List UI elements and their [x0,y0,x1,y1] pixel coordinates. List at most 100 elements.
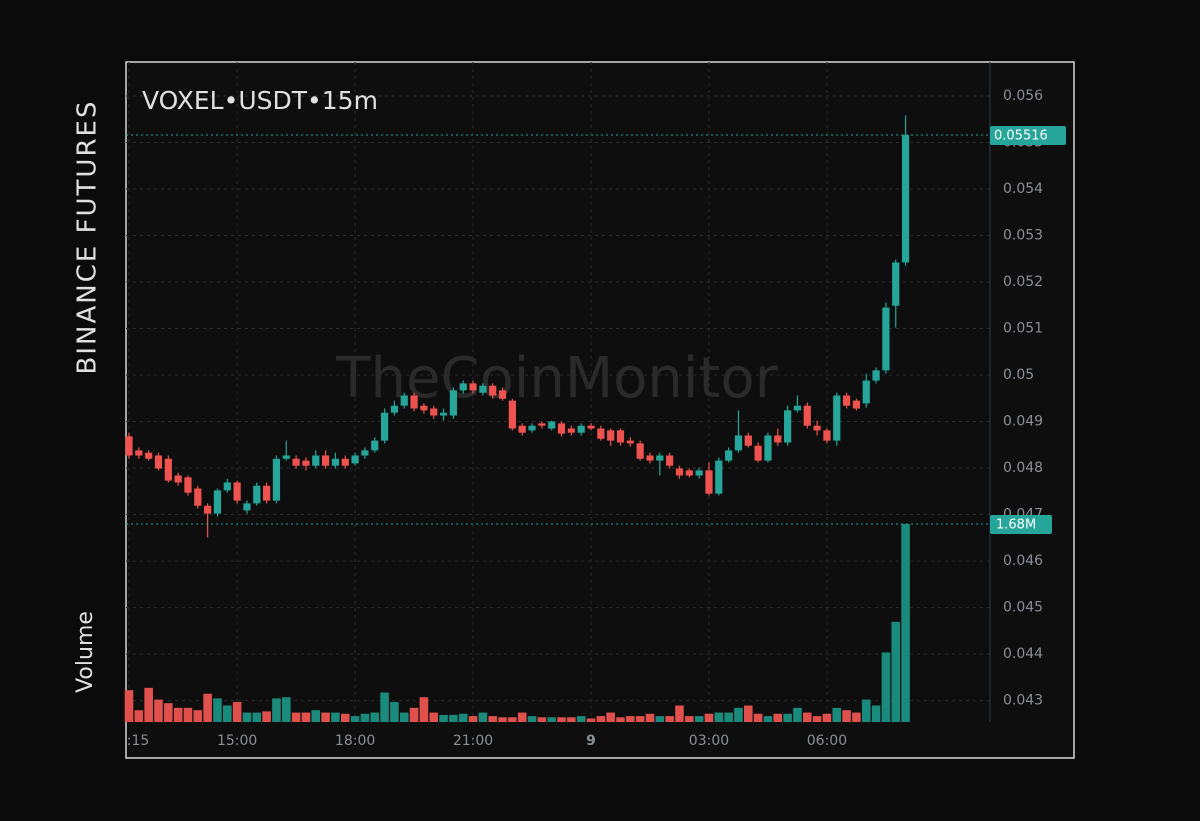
exchange-label: BINANCE FUTURES [73,100,103,375]
last-price-label: 0.05516 [994,129,1048,144]
y-tick-label: 0.043 [1003,693,1043,709]
volume-bar [242,712,252,722]
candle-body [636,443,644,459]
candle-body [469,383,477,391]
candle-body [361,450,369,456]
volume-bar [262,711,271,722]
volume-bar [331,712,340,722]
y-tick-label: 0.054 [1003,181,1043,197]
volume-bar [714,712,724,722]
candle-body [695,470,703,476]
candle-body [823,430,831,441]
volume-bar [822,713,832,722]
candle-body [666,455,674,466]
x-tick-label: 06:00 [807,733,847,749]
candle-body [548,421,556,429]
volume-bar [734,707,743,722]
volume-bar [213,698,222,722]
volume-bar [793,707,802,722]
volume-bar [409,707,419,722]
volume-bar [124,690,134,722]
y-tick-label: 0.048 [1003,460,1043,476]
volume-bar [842,710,851,722]
last-volume-label: 1.68M [996,518,1036,533]
candle-body [292,458,300,466]
volume-bar [291,712,301,722]
chart-title: VOXEL•USDT•15m [142,86,378,115]
volume-bar [321,712,330,722]
candle-body [528,425,536,431]
candle-body [312,455,320,466]
candle-body [223,482,231,491]
volume-bar [360,713,370,722]
candle-body [567,428,575,433]
candle-body [892,262,900,306]
volume-bar [547,717,556,722]
volume-bar [449,714,458,722]
volume-bar [802,712,812,722]
volume-bar [724,712,733,722]
y-tick-label: 0.053 [1003,227,1043,243]
marks-layer [124,115,910,722]
volume-bar [183,707,193,722]
candle-body [852,400,861,409]
volume-bar [704,713,714,722]
candle-body [862,380,870,404]
candle-body [725,450,733,461]
volume-bar [478,712,488,722]
volume-bar [783,713,792,722]
candle-body [282,455,290,459]
volume-bar [154,699,163,722]
y-tick-label: 0.051 [1003,321,1043,337]
candle-body [341,458,349,466]
candle-body [243,503,251,511]
candle-body [449,390,457,416]
volume-bar [134,710,144,722]
volume-bar [380,692,389,722]
volume-bar [498,717,507,722]
candle-body [164,458,172,481]
candle-body [685,470,693,476]
volume-bar [596,716,606,722]
volume-bar [508,717,517,722]
volume-bar [340,713,350,722]
candle-body [154,455,163,469]
volume-bar [891,621,901,722]
candle-body [872,370,880,381]
volume-bar [675,705,684,722]
candle-body [439,412,448,416]
candle-body [518,425,526,433]
candle-body [508,400,516,429]
volume-bar [272,698,281,722]
volume-bar [871,705,881,722]
candle-body [331,458,340,466]
volume-bar [773,713,783,722]
volume-bar [753,713,763,722]
candle-body [371,440,379,451]
watermark: TheCoinMonitor [335,346,778,411]
candle-body [459,383,467,391]
candle-body [420,405,428,411]
candle-body [538,423,546,426]
candle-body [184,477,192,493]
volume-bar [881,652,891,722]
candle-body [390,405,399,413]
volume-bar [576,716,586,722]
y-tick-label: 0.046 [1003,553,1043,569]
labels-layer: 0.0430.0440.0450.0460.0470.0480.0490.050… [126,88,1066,749]
candle-body [253,485,261,504]
last-volume-box [990,515,1052,534]
candle-body [351,455,359,464]
candle-body [498,390,507,399]
candle-body [764,435,772,461]
candle-body [174,475,182,483]
candle-body [842,395,851,406]
candle-body [557,423,566,434]
candle-body [204,505,212,514]
volume-bar [694,716,704,722]
y-tick-label: 0.052 [1003,274,1043,290]
volume-bar [390,701,399,722]
candle-body [400,395,408,406]
